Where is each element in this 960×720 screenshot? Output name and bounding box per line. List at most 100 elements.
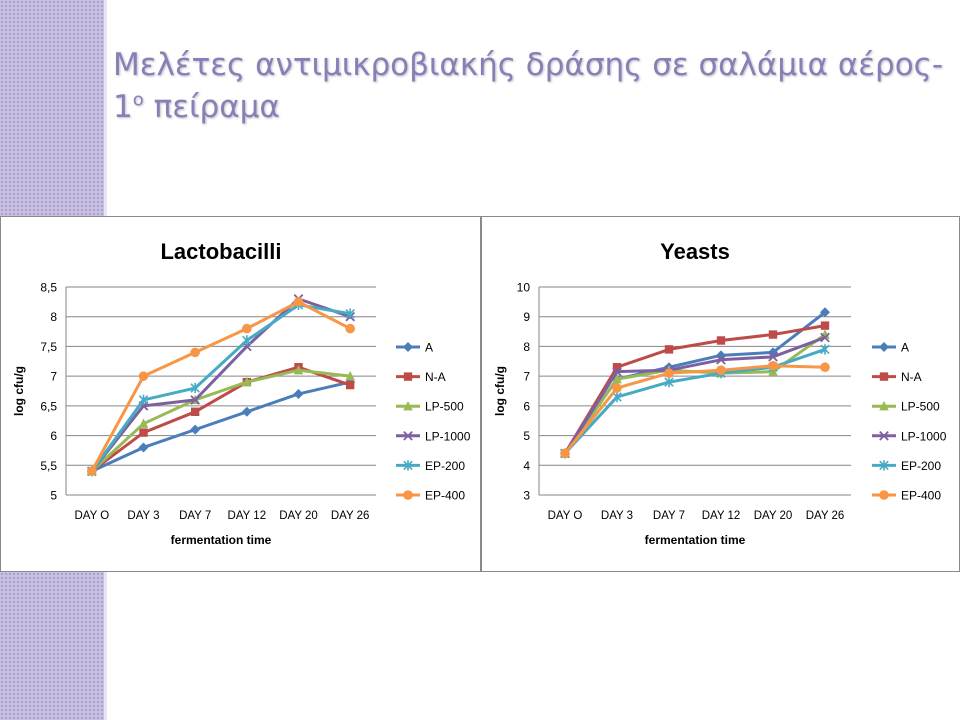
yeasts-data-point [820,307,830,318]
lactobacilli-x-tick-label: DAY 26 [331,510,370,522]
yeasts-data-point [612,366,622,377]
yeasts-data-point [612,373,622,384]
yeasts-data-point [664,345,674,354]
lactobacilli-x-tick-label: DAY 20 [279,510,318,522]
lactobacilli-series-line [90,300,351,472]
yeasts-data-point [820,329,830,339]
yeasts-legend-label: A [901,341,909,355]
yeasts-x-tick-label: DAY 3 [601,510,633,522]
lactobacilli-data-point [345,370,355,381]
lactobacilli-y-tick-label: 7 [50,370,57,384]
lactobacilli-series-line [90,303,351,473]
yeasts-series-line [563,336,826,455]
slide-title-superscript: ο [132,89,144,111]
yeasts-series-line [563,364,826,455]
lactobacilli-y-tick-label: 6,5 [40,399,57,413]
lactobacilli-chart: Lactobacilli 5 5,5 6 6,5 7 7,5 8 8,5 DAY O DAY 3 DA… [0,216,481,572]
yeasts-data-point [664,368,674,378]
lactobacilli-series-line [90,368,351,473]
lactobacilli-x-tick-label: DAY 3 [127,510,159,522]
yeasts-series-line [563,347,826,455]
yeasts-y-tick-label: 4 [523,459,530,473]
yeasts-data-point [768,360,778,371]
lactobacilli-legend-marker [403,401,413,411]
yeasts-data-point [820,332,830,343]
slide-title-rest: πείραμα [143,89,280,125]
yeasts-y-axis-title: log cfu/g [493,366,507,416]
lactobacilli-data-point [345,323,355,334]
lactobacilli-y-axis-title: log cfu/g [12,366,26,416]
yeasts-y-tick-label: 8 [523,340,530,354]
yeasts-legend-label: EP-200 [901,459,941,473]
yeasts-legend: A N-A LP-500 LP-1000 EP-200 EP-400 [872,341,947,503]
lactobacilli-data-point [138,442,149,453]
lactobacilli-data-point [87,466,97,477]
yeasts-y-tick-label: 10 [517,281,531,295]
yeasts-data-point [612,363,622,372]
lactobacilli-data-point [242,323,252,334]
yeasts-data-point [612,391,622,403]
lactobacilli-legend-marker [403,372,413,381]
yeasts-y-tick-label: 7 [523,370,530,384]
yeasts-legend-marker [879,460,889,471]
lactobacilli-y-tick-label: 8,5 [40,281,57,295]
yeasts-series-line [563,324,826,455]
yeasts-x-tick-label: DAY 12 [702,510,741,522]
yeasts-data-point [820,362,830,373]
lactobacilli-data-point [242,335,252,346]
yeasts-legend-label: LP-500 [901,400,940,414]
yeasts-data-point [768,330,778,339]
yeasts-chart-svg: Yeasts 3 4 5 6 7 8 9 10 DAY O DAY 3 DAY 7 DAY 12 DAY … [493,239,947,547]
lactobacilli-legend-label: LP-1000 [425,429,471,443]
lactobacilli-x-tick-label: DAY 12 [228,510,267,522]
yeasts-data-point [560,448,570,459]
lactobacilli-chart-svg: Lactobacilli 5 5,5 6 6,5 7 7,5 8 8,5 DAY O DAY 3 DA… [12,239,471,547]
lactobacilli-legend-label: EP-200 [425,459,465,473]
lactobacilli-data-point [190,395,201,405]
yeasts-y-tick-label: 6 [523,399,530,413]
lactobacilli-x-tick-label: DAY O [74,510,109,522]
yeasts-chart: Yeasts 3 4 5 6 7 8 9 10 DAY O DAY 3 DAY 7 DAY 12 DAY … [481,216,960,572]
lactobacilli-legend-marker [403,490,413,500]
yeasts-legend-label: EP-400 [901,489,941,503]
lactobacilli-data-point [242,376,252,387]
slide-title-line1: Μελέτες αντιμικροβιακής δράσης σε σαλάμι… [113,47,944,83]
lactobacilli-data-point [190,382,200,394]
yeasts-y-tick-label: 3 [523,489,530,503]
lactobacilli-y-tick-label: 7,5 [40,340,57,354]
lactobacilli-y-tick-label: 5,5 [40,459,57,473]
lactobacilli-legend-label: EP-400 [425,489,465,503]
lactobacilli-legend-marker [403,460,413,471]
yeasts-legend-marker [879,430,889,441]
slide-title: Μελέτες αντιμικροβιακής δράσης σε σαλάμι… [113,44,948,128]
lactobacilli-data-point [293,297,304,307]
lactobacilli-legend-marker [403,342,413,352]
yeasts-legend-marker [879,342,889,352]
lactobacilli-y-tick-label: 8 [50,310,57,324]
lactobacilli-series-ep-400 [87,297,355,477]
lactobacilli-data-point [190,424,201,435]
yeasts-legend-marker [879,372,889,381]
lactobacilli-y-tick-label: 5 [50,489,57,503]
yeasts-data-point [664,376,674,388]
lactobacilli-legend: A N-A LP-500 LP-1000 EP-200 EP-400 [396,341,471,503]
yeasts-x-tick-label: DAY 26 [806,510,845,522]
yeasts-legend-label: N-A [901,370,922,384]
lactobacilli-legend-label: A [425,341,433,355]
lactobacilli-data-point [241,406,252,417]
lactobacilli-series-ep-200 [87,299,355,477]
yeasts-x-tick-label: DAY 20 [754,510,793,522]
yeasts-series-lp-1000 [560,332,830,459]
lactobacilli-data-point [138,418,149,428]
lactobacilli-data-point [293,365,304,375]
yeasts-data-point [820,344,830,355]
yeasts-legend-marker [879,401,889,411]
yeasts-data-point [716,354,726,365]
yeasts-series-ep-400 [560,360,830,459]
lactobacilli-series-line [91,380,351,473]
lactobacilli-data-point [293,388,304,399]
slide-title-number: 1 [113,89,133,125]
yeasts-chart-title: Yeasts [660,239,730,264]
lactobacilli-legend-marker [403,430,413,441]
yeasts-legend-marker [879,490,889,500]
